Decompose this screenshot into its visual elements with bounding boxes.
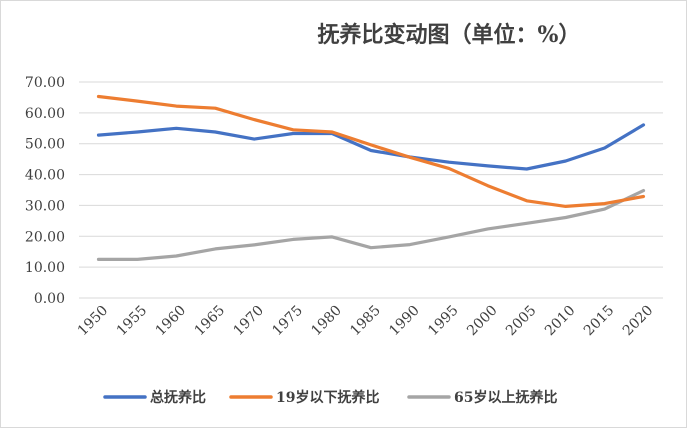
- legend-label: 19岁以下抚养比: [276, 389, 379, 406]
- legend-label: 总抚养比: [150, 389, 206, 406]
- series-layer: [96, 94, 646, 261]
- grid-layer: [79, 81, 663, 299]
- y-tick-label: 40.00: [25, 168, 65, 184]
- x-tick-label: 1975: [269, 303, 306, 340]
- x-tick-label: 1995: [425, 303, 462, 340]
- x-tick-label: 1955: [114, 303, 151, 340]
- series-line-2: [96, 94, 646, 208]
- series-line-3: [96, 189, 646, 261]
- x-tick-label: 2005: [503, 303, 540, 340]
- legend: 总抚养比 19岁以下抚养比 65岁以上抚养比: [103, 389, 557, 406]
- x-tick-label: 2020: [620, 303, 657, 340]
- y-tick-label: 10.00: [25, 260, 65, 276]
- x-tick-label: 1980: [308, 303, 345, 340]
- y-tick-label: 0.00: [34, 291, 65, 307]
- legend-label: 65岁以上抚养比: [454, 389, 557, 406]
- x-tick-label: 1985: [347, 303, 384, 340]
- x-tick-label: 1965: [192, 303, 229, 340]
- y-axis: 0.00 10.00 20.00 30.00 40.00 50.00 60.00 70.00: [25, 75, 65, 307]
- x-tick-label: 1950: [75, 303, 112, 340]
- x-tick-label: 1990: [386, 303, 423, 340]
- x-tick-label: 2015: [581, 303, 618, 340]
- x-tick-label: 2000: [464, 303, 501, 340]
- y-tick-label: 70.00: [25, 75, 65, 91]
- x-axis: 1950 1955 1960 1965 1970 1975 1980 1985 1990 1995…: [75, 303, 657, 340]
- y-tick-label: 20.00: [25, 229, 65, 245]
- y-tick-label: 60.00: [25, 106, 65, 122]
- y-tick-label: 50.00: [25, 137, 65, 153]
- chart-title: 抚养比变动图（单位：%）: [318, 22, 581, 48]
- series-line-1: [96, 123, 646, 171]
- y-tick-label: 30.00: [25, 198, 65, 214]
- x-tick-label: 1960: [153, 303, 190, 340]
- x-tick-label: 1970: [231, 303, 268, 340]
- x-tick-label: 2010: [542, 303, 579, 340]
